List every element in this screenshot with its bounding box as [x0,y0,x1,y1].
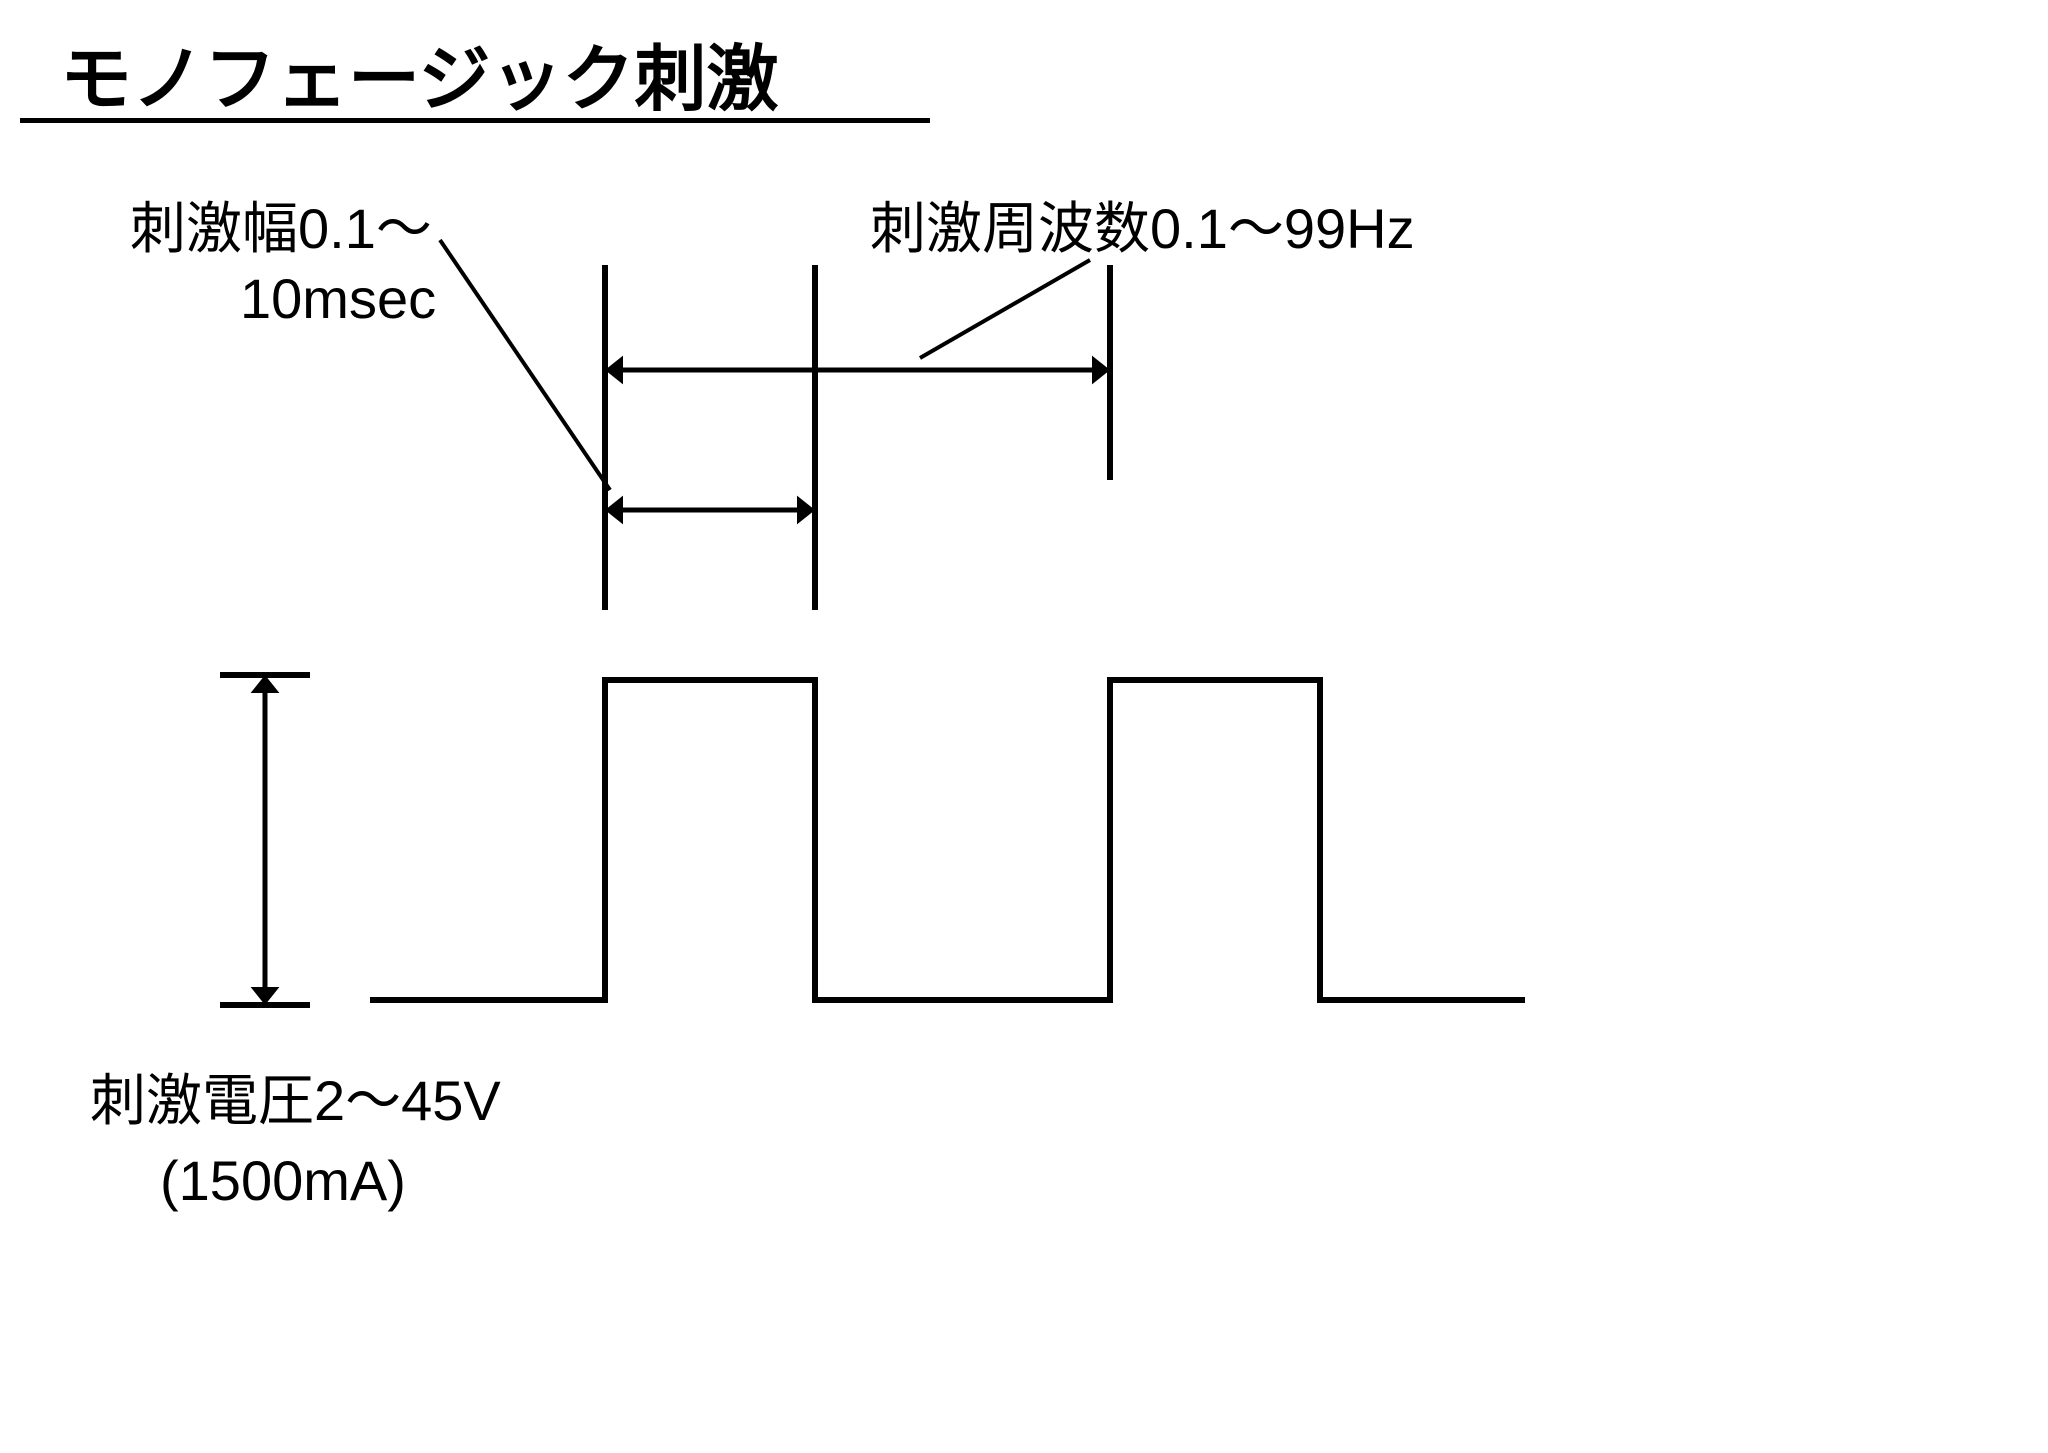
svg-text:10msec: 10msec [240,267,436,330]
waveform-svg: 刺激幅0.1～ 10msec 刺激周波数0.1～99Hz 刺激電圧2～45V (1500… [80,180,1780,1280]
page-title: モノフェージック刺激 [60,20,779,125]
svg-text:(1500mA): (1500mA) [160,1149,406,1212]
waveform-diagram: 刺激幅0.1～ 10msec 刺激周波数0.1～99Hz 刺激電圧2～45V (1500… [80,180,1780,1280]
svg-text:刺激電圧2～45V: 刺激電圧2～45V [90,1069,501,1132]
svg-text:刺激周波数0.1～99Hz: 刺激周波数0.1～99Hz [870,197,1415,260]
svg-text:刺激幅0.1～: 刺激幅0.1～ [130,197,432,260]
title-underline [20,118,930,123]
